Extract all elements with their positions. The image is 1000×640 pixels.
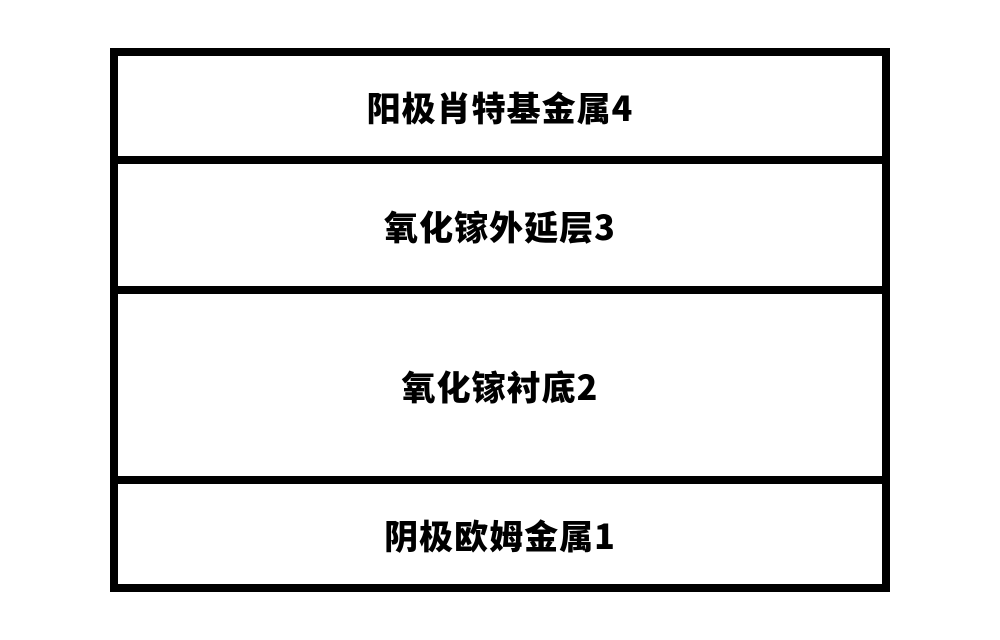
- layer-label: 氧化镓外延层3: [384, 201, 616, 250]
- layer-label: 氧化镓衬底2: [402, 361, 599, 410]
- layer-row: 阴极欧姆金属1: [118, 484, 882, 592]
- layer-label: 阳极肖特基金属4: [367, 82, 634, 131]
- layer-stack-diagram: 阳极肖特基金属4 氧化镓外延层3 氧化镓衬底2 阴极欧姆金属1: [110, 48, 890, 592]
- layer-row: 氧化镓衬底2: [118, 294, 882, 484]
- layer-row: 阳极肖特基金属4: [118, 56, 882, 164]
- layer-label: 阴极欧姆金属1: [384, 510, 616, 559]
- layer-row: 氧化镓外延层3: [118, 164, 882, 294]
